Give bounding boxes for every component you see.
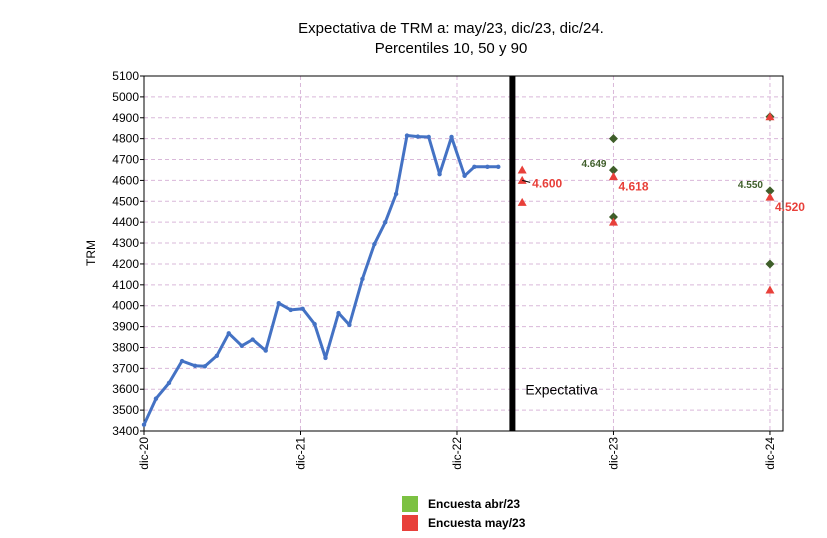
trm-point [372,241,377,247]
trm-point [300,306,305,312]
triangle-marker [517,165,527,174]
trm-point [153,396,159,401]
x-tick-label: dic-23 [606,437,620,470]
trm-point [312,321,317,327]
plot-area [143,75,784,432]
trm-point [496,164,501,170]
trm-point [360,276,365,282]
triangle-marker [765,112,775,121]
legend: Encuesta abr/23 Encuesta may/23 [402,494,525,532]
diamond-marker [608,134,618,144]
trm-point [250,337,255,342]
x-tick-label: dic-20 [137,437,151,470]
y-tick-label: 4000 [112,299,139,313]
trm-point [192,363,198,369]
y-axis: 3400 3500 3600 3700 3800 3900 4000 4100 4200 4300… [112,69,144,438]
diamond-marker [765,186,775,196]
y-tick-label: 3900 [112,320,139,334]
legend-swatch-abr23 [402,495,418,512]
trm-point [141,422,147,427]
trm-point [393,191,399,197]
x-tick-label: dic-22 [450,437,464,470]
y-tick-label: 4500 [112,194,139,208]
trm-point [166,380,172,386]
x-tick-label: dic-24 [763,437,777,470]
x-axis: dic-20 dic-21 dic-22 dic-23 dic-24 [137,431,777,470]
y-tick-label: 3500 [112,403,139,417]
trm-series [141,133,501,427]
legend-swatch-may23 [402,514,418,531]
legend-item-may23: Encuesta may/23 [402,513,525,532]
trm-point [323,355,328,361]
trm-point [404,133,410,138]
trm-point [239,343,245,348]
triangle-marker [765,285,775,294]
data-label-leader [522,179,531,183]
y-tick-label: 4100 [112,278,139,292]
y-tick-label: 3700 [112,361,139,375]
trm-point [472,164,477,170]
trm-point [485,164,490,170]
y-tick-label: 3600 [112,382,139,396]
trm-point [179,358,185,364]
trm-point [214,353,220,359]
trm-point [276,301,281,306]
y-tick-label: 5100 [112,69,139,83]
data-label: 4.649 [581,159,606,170]
trm-point [383,219,388,225]
diamond-marker [765,259,775,269]
data-label: 4.618 [618,180,648,194]
trm-point [462,173,467,179]
triangle-marker [517,175,527,184]
y-axis-label: TRM [84,240,98,266]
diamond-marker [608,165,618,175]
y-tick-label: 3800 [112,340,139,354]
trm-point [426,134,431,140]
y-tick-label: 4800 [112,132,139,146]
legend-item-abr23: Encuesta abr/23 [402,494,525,513]
triangle-marker [517,197,527,206]
trm-point [288,307,293,313]
triangle-marker [765,192,775,201]
chart-title-line-2: Percentiles 10, 50 y 90 [375,40,528,57]
y-tick-label: 4600 [112,173,139,187]
trm-point [347,322,352,328]
trm-point [415,134,421,139]
trm-point [437,171,442,177]
trm-point [449,134,454,140]
trm-point [263,348,268,353]
forecast-divider: Expectativa [509,76,598,431]
y-tick-label: 4900 [112,111,139,125]
chart-title-line-1: Expectativa de TRM a: may/23, dic/23, di… [298,20,604,37]
data-label: 4.520 [775,200,805,214]
y-tick-label: 5000 [112,90,139,104]
survey-points: 4.649 4.550 4.600 4.618 4.520 [517,112,805,294]
divider-label: Expectativa [525,381,598,397]
y-tick-label: 4700 [112,153,139,167]
trm-point [202,364,208,369]
legend-label-may23: Encuesta may/23 [428,515,526,530]
y-tick-label: 4200 [112,257,139,271]
y-tick-label: 4400 [112,215,139,229]
data-label: 4.600 [532,176,562,190]
data-label: 4.550 [738,180,763,191]
triangle-marker [608,217,618,226]
y-tick-label: 4300 [112,236,139,250]
trm-point [336,310,341,316]
gridlines [144,76,783,431]
legend-label-abr23: Encuesta abr/23 [428,496,521,511]
x-tick-label: dic-21 [293,437,307,470]
diamond-marker [608,212,618,222]
trm-line [142,134,499,426]
y-tick-label: 3400 [112,424,139,438]
trm-point [226,331,231,336]
triangle-marker [608,172,618,181]
